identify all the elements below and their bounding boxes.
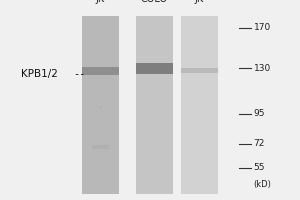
Bar [82,67,119,75]
Text: JK: JK [195,0,204,4]
Text: JK: JK [96,0,105,4]
Text: --: -- [73,69,86,79]
Bar [181,16,218,194]
Text: COLO: COLO [141,0,168,4]
Text: 130: 130 [254,64,271,73]
Text: 72: 72 [254,140,265,148]
Text: 55: 55 [254,163,265,172]
Text: 95: 95 [254,109,265,118]
Bar [181,68,218,73]
Text: (kD): (kD) [254,180,272,188]
Bar [136,62,173,74]
Bar [92,145,109,149]
Text: 170: 170 [254,23,271,32]
Bar [136,16,173,194]
Text: KPB1/2: KPB1/2 [21,69,57,79]
Bar [82,16,119,194]
